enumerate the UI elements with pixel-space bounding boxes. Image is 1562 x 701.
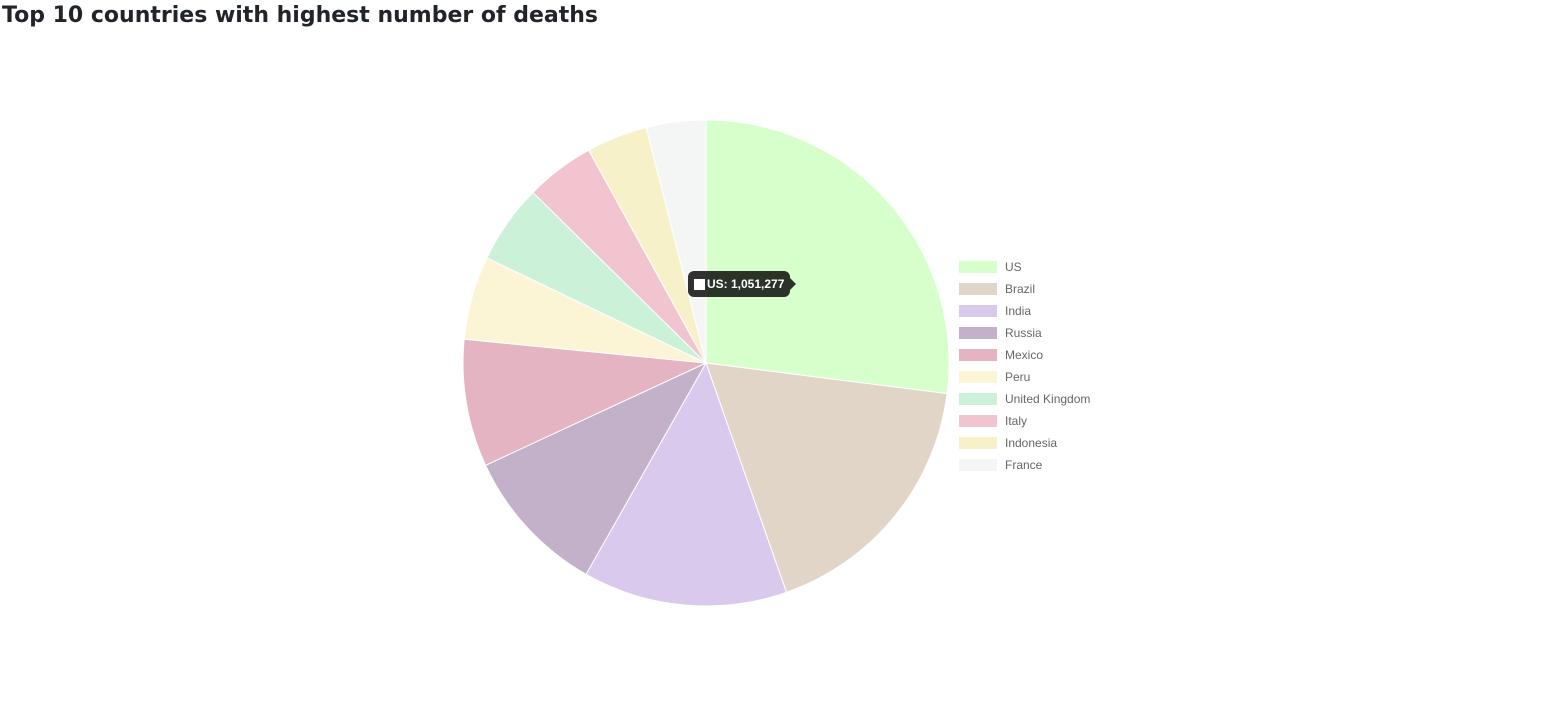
- legend-label: US: [1005, 260, 1022, 274]
- legend-swatch: [959, 437, 997, 449]
- pie-slice-us[interactable]: [705, 119, 950, 395]
- legend-item-russia[interactable]: Russia: [959, 322, 1090, 344]
- legend-label: Brazil: [1005, 282, 1036, 296]
- legend-swatch: [959, 371, 997, 383]
- legend-label: Peru: [1005, 370, 1031, 384]
- legend-label: France: [1005, 458, 1043, 472]
- legend-swatch: [959, 283, 997, 295]
- legend-item-italy[interactable]: Italy: [959, 410, 1090, 432]
- pie-slice-india[interactable]: [585, 361, 788, 607]
- tooltip-text: US: 1,051,277: [707, 277, 785, 291]
- pie-slice-mexico[interactable]: [462, 338, 708, 466]
- legend-label: India: [1005, 304, 1032, 318]
- legend-swatch: [959, 261, 997, 273]
- legend-label: United Kingdom: [1005, 392, 1091, 406]
- legend-item-brazil[interactable]: Brazil: [959, 278, 1090, 300]
- legend-swatch: [959, 459, 997, 471]
- chart-tooltip: US: 1,051,277: [688, 271, 797, 297]
- pie-slice-russia[interactable]: [484, 361, 708, 575]
- legend-label: Indonesia: [1005, 436, 1058, 450]
- legend-swatch: [959, 415, 997, 427]
- legend-item-united-kingdom[interactable]: United Kingdom: [959, 388, 1090, 410]
- legend-label: Italy: [1005, 414, 1028, 428]
- tooltip-color-swatch: [694, 278, 705, 290]
- legend-swatch: [959, 393, 997, 405]
- legend-item-india[interactable]: India: [959, 300, 1090, 322]
- legend-item-peru[interactable]: Peru: [959, 366, 1090, 388]
- legend-swatch: [959, 349, 997, 361]
- legend-item-france[interactable]: France: [959, 454, 1090, 476]
- legend-label: Mexico: [1005, 348, 1044, 362]
- legend-item-mexico[interactable]: Mexico: [959, 344, 1090, 366]
- legend-swatch: [959, 305, 997, 317]
- chart-legend: US Brazil India Russia Mexico Peru United King…: [959, 256, 1090, 476]
- legend-swatch: [959, 327, 997, 339]
- page-title: Top 10 countries with highest number of …: [2, 3, 599, 28]
- pie-slice-france[interactable]: [645, 119, 707, 364]
- pie-slice-brazil[interactable]: [705, 362, 948, 593]
- legend-item-us[interactable]: US: [959, 256, 1090, 278]
- legend-label: Russia: [1005, 326, 1042, 340]
- pie-slices: [462, 119, 950, 607]
- legend-item-indonesia[interactable]: Indonesia: [959, 432, 1090, 454]
